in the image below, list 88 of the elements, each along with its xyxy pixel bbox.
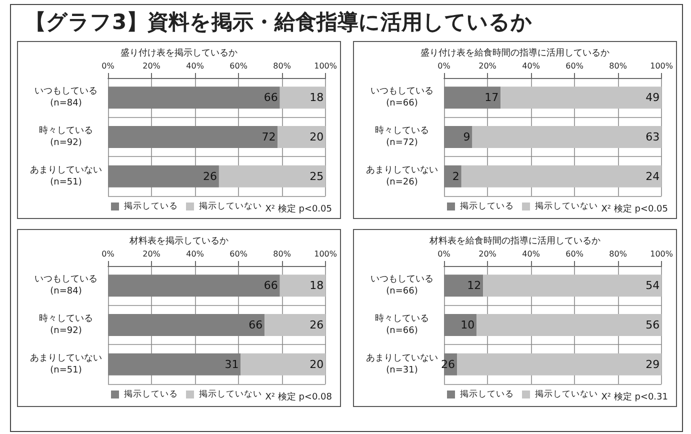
y-tick-label: いつもしている (n=84) [34,274,98,297]
bar [483,274,662,297]
y-tick-label: 時々している (n=92) [39,313,93,336]
legend-label: 掲示している [460,388,514,400]
annotation: 17 [484,91,499,104]
annotation: 66 [264,91,278,104]
y-tick-label: 時々している (n=72) [375,125,429,148]
chart-title: 材料表を掲示しているか [128,236,228,246]
annotation: 25 [310,170,324,183]
legend-label: 掲示していない [199,200,262,212]
x-tick-label: 100% [314,62,338,70]
annotation: 10 [460,318,475,332]
legend-label: 掲示している [124,200,178,212]
bar [280,274,326,297]
y-tick-label: あまりしていない (n=51) [30,353,102,376]
text: X² 検定 p<0.31 [601,392,668,402]
x-tick-label: 40% [522,250,540,258]
x-tick-label: 60% [230,250,248,258]
legend-label: 掲示している [460,200,514,212]
x-tick-label: 60% [566,62,584,70]
x-tick-label: 60% [566,250,584,258]
annotation: 20 [310,130,324,144]
annotation: 49 [646,91,660,104]
x-tick-label: 20% [142,250,161,258]
text: X² 検定 p<0.05 [265,204,332,214]
x-tick-label: 60% [230,62,248,70]
y-tick-label: いつもしている (n=84) [34,86,98,109]
bar [264,314,326,336]
annotation: 66 [264,279,278,292]
x-tick-label: 100% [314,250,338,258]
legend-label: 掲示していない [535,388,598,400]
x-tick-label: 20% [478,62,497,70]
x-tick-label: 40% [186,250,204,258]
text: 【グラフ3】資料を掲示・給食指導に活用しているか [25,9,533,36]
y-tick-label: あまりしていない (n=26) [366,165,438,188]
annotation: 9 [463,130,470,144]
text: X² 検定 p<0.05 [601,204,668,214]
x-tick-label: 80% [273,250,292,258]
chart-title: 盛り付け表を掲示しているか [120,48,238,58]
x-tick-label: 80% [609,62,628,70]
bar [472,126,662,148]
text: X² 検定 p<0.08 [265,392,332,402]
x-tick-label: 0% [438,250,451,258]
x-tick-label: 100% [650,250,674,258]
x-tick-label: 40% [522,62,540,70]
x-tick-label: 80% [273,62,292,70]
annotation: 2 [452,170,460,183]
y-tick-label: いつもしている (n=66) [370,86,434,109]
x-tick-label: 100% [650,62,674,70]
bar [457,353,662,376]
bar [240,353,326,376]
annotation: 54 [646,279,660,292]
x-tick-label: 40% [186,62,204,70]
bar [278,126,326,148]
x-tick-label: 80% [609,250,628,258]
bar [218,165,326,188]
annotation: 26 [310,318,324,332]
y-tick-label: いつもしている (n=66) [370,274,434,297]
chart-title: 盛り付け表を給食時間の指導に活用しているか [420,48,610,58]
y-tick-label: あまりしていない (n=51) [30,165,102,188]
legend-label: 掲示していない [199,388,262,400]
annotation: 56 [646,318,660,332]
annotation: 72 [262,130,276,144]
annotation: 29 [646,358,660,371]
y-tick-label: 時々している (n=66) [375,313,429,336]
bar [461,165,662,188]
x-tick-label: 0% [102,62,115,70]
annotation: 26 [202,170,217,183]
legend-label: 掲示していない [535,200,598,212]
y-tick-label: 時々している (n=92) [39,125,93,148]
x-tick-label: 0% [438,62,451,70]
y-tick-label: あまりしていない (n=31) [366,353,438,376]
x-tick-label: 0% [102,250,115,258]
annotation: 18 [310,279,324,292]
annotation: 20 [310,358,324,371]
x-tick-label: 20% [478,250,497,258]
annotation: 31 [224,358,239,371]
legend-label: 掲示している [124,388,178,400]
bar [280,86,326,109]
annotation: 18 [310,91,324,104]
x-tick-label: 20% [142,62,161,70]
chart-title: 材料表を給食時間の指導に活用しているか [428,236,600,246]
bar [476,314,662,336]
annotation: 66 [248,318,263,332]
annotation: 63 [646,130,660,144]
annotation: 12 [467,279,482,292]
bar [500,86,662,109]
annotation: 24 [646,170,660,183]
